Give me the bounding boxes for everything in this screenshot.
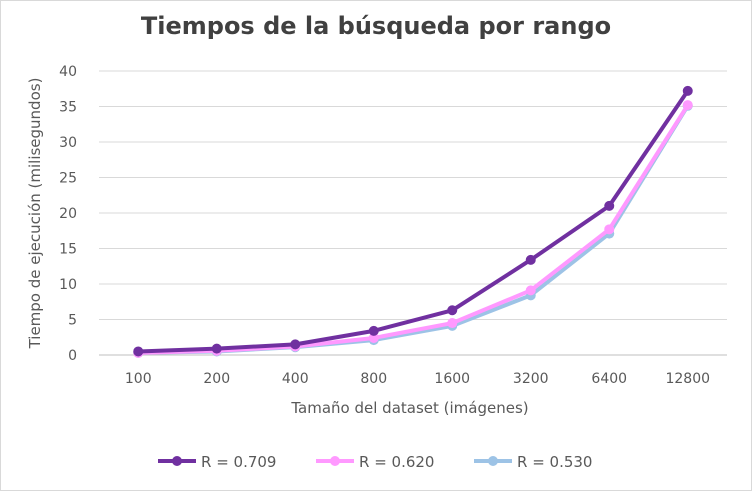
y-tick-label: 35 — [59, 100, 77, 116]
x-axis-ticks: 100 200 400 800 1600 3200 6400 12800 — [125, 371, 710, 387]
chart-title: Tiempos de la búsqueda por rango — [140, 12, 612, 40]
data-point — [682, 85, 693, 96]
series-line — [133, 85, 693, 357]
data-point — [447, 318, 458, 329]
y-axis-title: Tiempo de ejecución (milisegundos) — [26, 78, 44, 350]
legend-item: R = 0.530 — [474, 453, 592, 471]
legend-item: R = 0.709 — [158, 453, 276, 471]
data-point — [604, 200, 615, 211]
x-tick-label: 12800 — [665, 371, 710, 387]
y-tick-label: 25 — [59, 171, 77, 187]
x-tick-label: 1600 — [434, 371, 470, 387]
legend-marker — [172, 456, 182, 466]
y-tick-label: 30 — [59, 135, 77, 151]
legend-item: R = 0.620 — [316, 453, 434, 471]
x-tick-label: 400 — [282, 371, 309, 387]
data-point — [682, 100, 693, 111]
x-axis-title: Tamaño del dataset (imágenes) — [290, 399, 528, 417]
y-tick-label: 20 — [59, 206, 77, 222]
legend-label: R = 0.530 — [517, 453, 592, 471]
legend-marker — [330, 456, 340, 466]
y-tick-label: 0 — [68, 348, 77, 364]
data-point — [525, 285, 536, 296]
series-path — [136, 88, 690, 354]
data-point — [604, 224, 615, 235]
y-tick-label: 10 — [59, 277, 77, 293]
legend-label: R = 0.620 — [359, 453, 434, 471]
data-point — [525, 254, 536, 265]
series-path — [136, 103, 690, 355]
x-tick-label: 100 — [125, 371, 152, 387]
y-tick-label: 15 — [59, 242, 77, 258]
gridlines — [99, 70, 727, 356]
legend-marker — [488, 456, 498, 466]
x-tick-label: 200 — [203, 371, 230, 387]
y-tick-label: 5 — [68, 313, 77, 329]
data-point — [368, 325, 379, 336]
legend: R = 0.709 R = 0.620 R = 0.530 — [158, 453, 592, 471]
x-tick-label: 3200 — [513, 371, 549, 387]
data-point — [133, 346, 144, 357]
data-point — [368, 332, 379, 343]
data-point — [211, 343, 222, 354]
data-point — [447, 305, 458, 316]
y-axis-ticks: 0 5 10 15 20 25 30 35 40 — [59, 64, 77, 364]
legend-label: R = 0.709 — [201, 453, 276, 471]
data-point — [290, 339, 301, 350]
x-tick-label: 6400 — [591, 371, 627, 387]
y-tick-label: 40 — [59, 64, 77, 80]
series-group — [133, 85, 693, 358]
x-tick-label: 800 — [360, 371, 387, 387]
